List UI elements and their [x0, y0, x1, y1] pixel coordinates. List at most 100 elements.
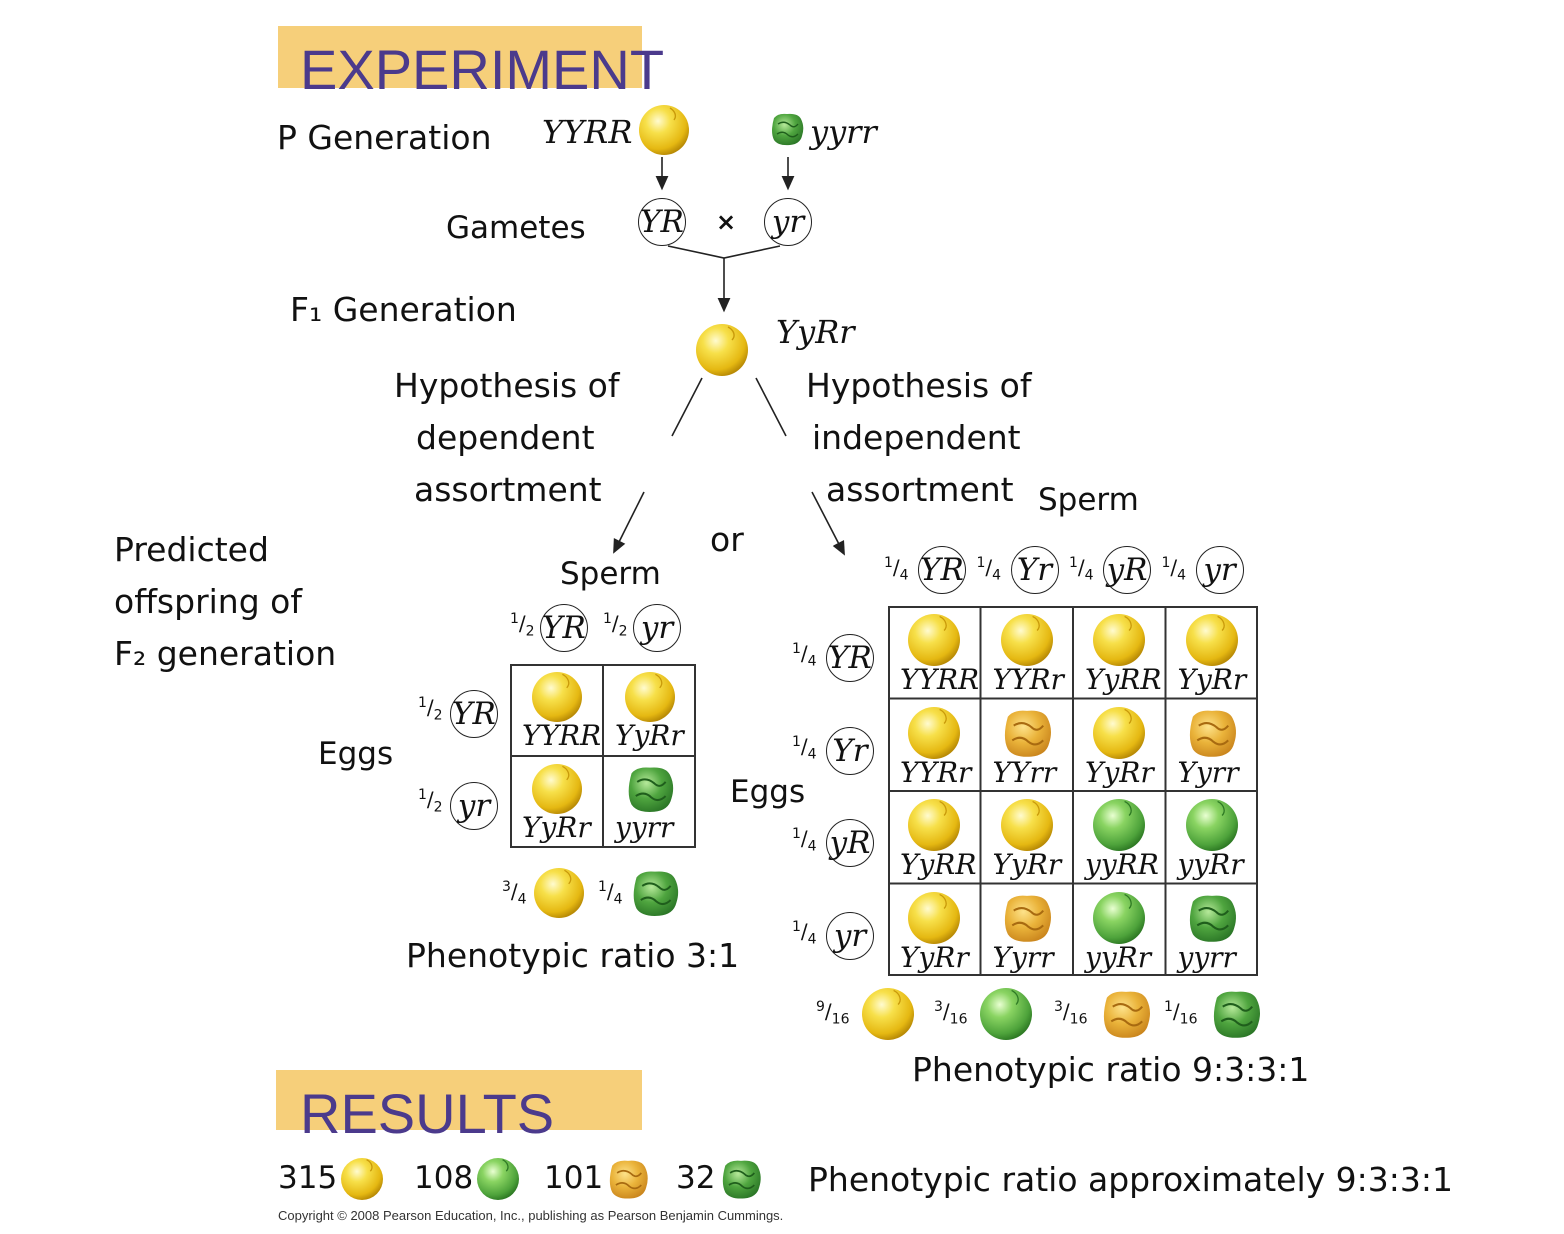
hypothesis-independent-line2: independent — [812, 418, 1021, 457]
independent-cell-genotype: YyRr — [1177, 663, 1247, 696]
independent-sperm-fraction: 1/4 — [976, 555, 1002, 584]
independent-egg-fraction: 1/4 — [792, 641, 817, 670]
dependent-phenotype-fraction: 1/4 — [598, 879, 623, 908]
parent-left-genotype: YYRR — [542, 113, 633, 151]
or-label: or — [710, 520, 744, 559]
independent-cell-pea-icon — [1093, 891, 1145, 944]
independent-cell-genotype: YyRR — [1085, 663, 1162, 696]
dependent-egg-fraction: 1/2 — [418, 695, 443, 724]
independent-cell-genotype: YyRr — [1085, 755, 1154, 789]
independent-cell-pea-icon — [908, 706, 960, 759]
hypothesis-dependent-line2: dependent — [416, 418, 595, 457]
independent-cell-genotype: Yyrr — [1177, 755, 1239, 789]
independent-cell-pea-icon — [1185, 614, 1238, 666]
f1-generation-label: F₁ Generation — [290, 290, 517, 329]
dependent-egg-allele-yr: yr — [450, 782, 498, 830]
p-generation-label: P Generation — [277, 118, 492, 157]
results-green-wrinkled-pea-icon — [722, 1160, 761, 1199]
dependent-sperm-allele-yr: yr — [633, 604, 681, 652]
dependent-sperm-fraction: 1/2 — [603, 611, 628, 640]
independent-cell-pea-icon — [1093, 799, 1145, 851]
independent-phenotype-fraction: 9/16 — [816, 999, 850, 1028]
dependent-egg-allele-yr: YR — [450, 690, 498, 738]
f1-yellow-round-pea-icon — [696, 324, 748, 376]
independent-egg-fraction: 1/4 — [792, 733, 817, 763]
independent-cell-genotype: Yyrr — [992, 940, 1054, 974]
hypothesis-dependent-line3: assortment — [414, 470, 602, 509]
independent-cell-genotype: YyRR — [900, 848, 977, 881]
dependent-sperm-fraction: 1/2 — [510, 611, 535, 640]
independent-sperm-allele-yr: Yr — [1010, 546, 1059, 594]
independent-egg-fraction: 1/4 — [792, 918, 817, 948]
dependent-cell-pea-icon — [532, 672, 582, 722]
independent-grid-lines — [888, 606, 1258, 976]
dependent-egg-fraction: 1/2 — [418, 787, 443, 816]
results-yellow-round-pea-icon — [341, 1158, 383, 1200]
cross-symbol: × — [716, 208, 737, 236]
independent-cell-pea-icon — [908, 799, 960, 851]
independent-sperm-label: Sperm — [1038, 482, 1139, 518]
results-count-yellow-round: 315 — [278, 1160, 338, 1196]
independent-sperm-allele-yr: YR — [918, 546, 966, 594]
gamete-yr-lower-circle: yr — [764, 198, 812, 246]
independent-cell-pea-icon — [1093, 706, 1145, 759]
independent-cell-genotype: yyRR — [1085, 848, 1159, 881]
independent-phenotype-green-round-pea-icon — [980, 988, 1032, 1040]
f1-genotype: YyRr — [776, 313, 855, 351]
independent-cell-genotype: yyRr — [1177, 848, 1244, 881]
independent-cell-genotype: YYRR — [900, 663, 980, 696]
independent-cell-pea-icon — [1000, 614, 1053, 666]
dependent-cell-pea-icon — [532, 764, 582, 814]
dependent-sperm-allele-yr: YR — [540, 604, 588, 652]
dependent-cell-pea-icon — [625, 672, 675, 722]
independent-sperm-fraction: 1/4 — [884, 555, 909, 584]
hypothesis-independent-line1: Hypothesis of — [806, 366, 1032, 405]
independent-cell-pea-icon — [1004, 710, 1051, 757]
results-count-green-wrinkled: 32 — [676, 1160, 716, 1196]
predicted-line3: F₂ generation — [114, 634, 337, 673]
independent-cell-pea-icon — [1093, 614, 1145, 666]
predicted-line1: Predicted — [114, 530, 269, 569]
dependent-cell-genotype: YyRr — [615, 719, 684, 752]
results-banner — [276, 1070, 642, 1130]
independent-cell-pea-icon — [1189, 710, 1236, 757]
independent-cell-genotype: YYrr — [992, 755, 1057, 789]
dependent-phenotype-fraction: 3/4 — [502, 879, 527, 908]
dependent-cell-pea-icon — [628, 767, 674, 812]
predicted-line2: offspring of — [114, 582, 302, 621]
independent-cell-genotype: YYRr — [992, 663, 1064, 696]
gamete-yr-upper-circle: YR — [638, 198, 686, 246]
independent-cell-genotype: yyRr — [1085, 940, 1152, 974]
independent-cell-genotype: yyrr — [1177, 940, 1236, 974]
independent-sperm-fraction: 1/4 — [1069, 555, 1094, 584]
independent-cell-pea-icon — [1189, 895, 1236, 942]
independent-cell-pea-icon — [1004, 895, 1051, 942]
independent-egg-allele-yr: yr — [826, 911, 874, 960]
independent-sperm-allele-yr: yr — [1195, 546, 1244, 594]
dependent-sperm-label: Sperm — [560, 556, 661, 592]
independent-phenotype-green-wrinkled-pea-icon — [1213, 991, 1260, 1038]
copyright: Copyright © 2008 Pearson Education, Inc.… — [278, 1208, 784, 1223]
results-yellow-wrinkled-pea-icon — [609, 1160, 648, 1199]
results-ratio: Phenotypic ratio approximately 9:3:3:1 — [808, 1160, 1453, 1199]
dependent-ratio: Phenotypic ratio 3:1 — [406, 936, 740, 975]
independent-sperm-allele-yr: yR — [1103, 546, 1151, 594]
independent-cell-pea-icon — [908, 891, 960, 944]
independent-sperm-fraction: 1/4 — [1161, 555, 1187, 584]
independent-phenotype-fraction: 1/16 — [1164, 999, 1198, 1028]
independent-ratio: Phenotypic ratio 9:3:3:1 — [912, 1050, 1310, 1089]
dependent-grid-lines — [510, 664, 696, 848]
results-green-round-pea-icon — [477, 1158, 519, 1200]
experiment-banner — [278, 26, 642, 88]
independent-egg-allele-yr: YR — [826, 634, 874, 682]
independent-eggs-label: Eggs — [730, 774, 806, 810]
independent-cell-pea-icon — [908, 614, 960, 666]
independent-cell-pea-icon — [1000, 799, 1053, 851]
independent-egg-fraction: 1/4 — [792, 826, 817, 855]
independent-cell-genotype: YyRr — [992, 848, 1062, 881]
dependent-cell-genotype: YYRR — [522, 719, 602, 752]
independent-egg-allele-yr: Yr — [826, 726, 874, 775]
independent-phenotype-fraction: 3/16 — [1054, 999, 1088, 1028]
independent-egg-allele-yr: yR — [826, 819, 874, 867]
